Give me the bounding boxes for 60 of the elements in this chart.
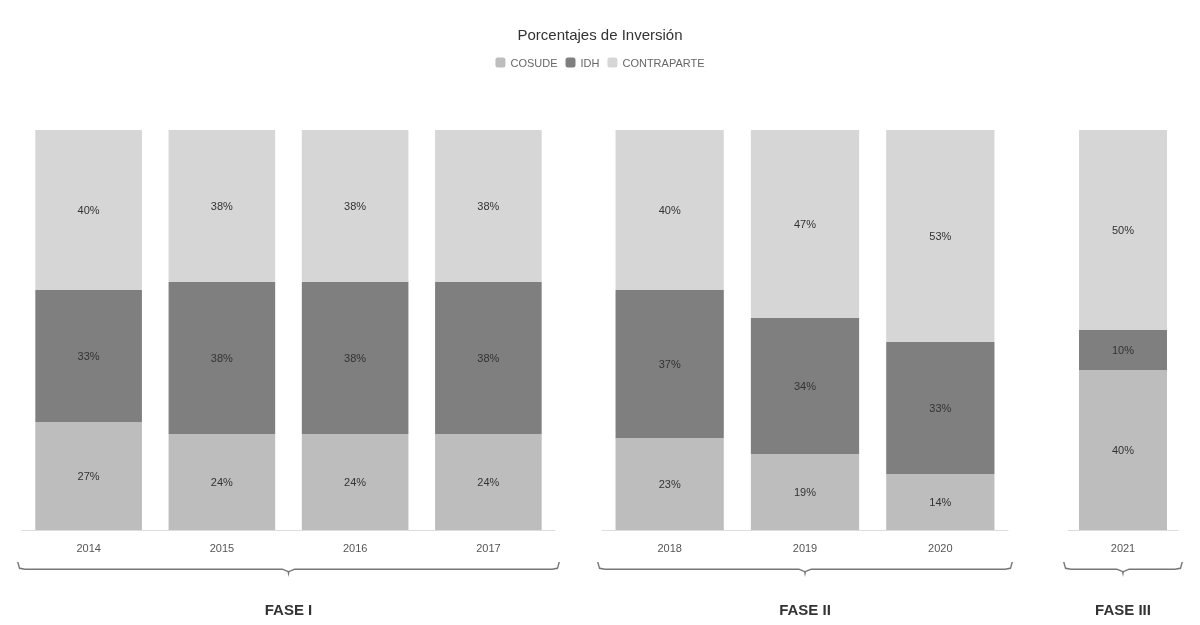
data-label: 34% [793, 380, 817, 392]
data-label: 38% [344, 200, 367, 212]
x-axis-title: FASE II [779, 601, 831, 618]
data-label: 40% [77, 204, 100, 216]
bar [35, 422, 142, 530]
data-label: 33% [77, 350, 100, 362]
bar [168, 434, 276, 530]
data-label: 40% [658, 204, 681, 216]
bar [750, 318, 860, 454]
bar [168, 282, 276, 434]
data-label: 38% [477, 352, 500, 364]
legend-label: COSUDE [510, 56, 558, 69]
data-label: 50% [1111, 224, 1135, 236]
x-axis-title: FASE I [264, 601, 313, 618]
data-label: 38% [210, 352, 234, 364]
data-label: 38% [477, 200, 500, 212]
bar [435, 282, 542, 434]
data-label: 24% [344, 476, 367, 488]
data-label: 33% [929, 402, 952, 414]
data-label: 38% [344, 352, 367, 364]
bar [435, 130, 542, 282]
bar [750, 454, 860, 530]
x-tick-label: 2017 [476, 541, 501, 554]
data-label: 40% [1111, 444, 1135, 456]
x-tick-label: 2014 [76, 541, 101, 554]
bar [435, 434, 542, 530]
bar [750, 130, 860, 318]
data-label: 10% [1111, 344, 1135, 356]
bar [886, 342, 995, 474]
bar [886, 474, 995, 530]
data-label: 14% [929, 496, 952, 508]
data-label: 24% [477, 476, 500, 488]
bar [35, 130, 142, 290]
bar [615, 290, 724, 438]
bar [35, 290, 142, 422]
x-tick-label: 2020 [928, 541, 953, 554]
bar [301, 130, 409, 282]
bar [615, 438, 724, 530]
data-label: 47% [793, 218, 817, 230]
bar [301, 282, 409, 434]
data-label: 53% [929, 230, 952, 242]
data-label: 24% [210, 476, 234, 488]
bar [301, 434, 409, 530]
bar [886, 130, 995, 342]
x-tick-label: 2018 [657, 541, 682, 554]
bar [168, 130, 276, 282]
legend-label: CONTRAPARTE [622, 56, 705, 69]
data-label: 23% [658, 478, 681, 490]
text: Porcentajes de Inversión [517, 26, 683, 43]
bar [615, 130, 724, 290]
data-label: 27% [77, 470, 100, 482]
x-tick-label: 2015 [209, 541, 235, 554]
x-axis-title: FASE III [1095, 601, 1151, 618]
x-tick-label: 2019 [792, 541, 818, 554]
data-label: 19% [793, 486, 817, 498]
x-tick-label: 2021 [1110, 541, 1136, 554]
data-label: 37% [658, 358, 681, 370]
data-label: 38% [210, 200, 234, 212]
x-tick-label: 2016 [342, 541, 368, 554]
legend-label: IDH [580, 56, 600, 69]
